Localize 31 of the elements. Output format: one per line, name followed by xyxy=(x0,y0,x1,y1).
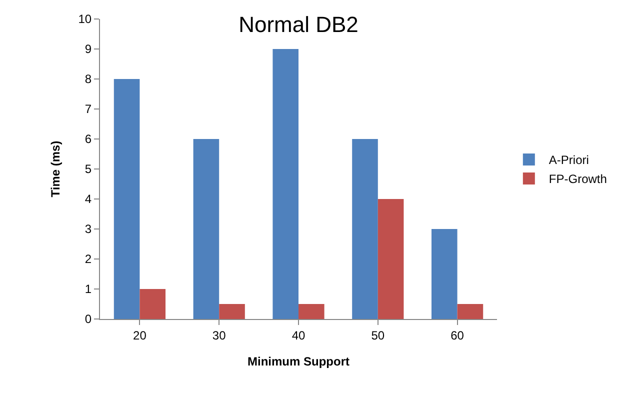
y-tick-label: 10 xyxy=(78,12,92,26)
bar xyxy=(432,229,458,319)
y-tick-label: 8 xyxy=(84,72,92,86)
y-tick-label: 9 xyxy=(84,42,92,56)
bar xyxy=(114,79,140,319)
bar xyxy=(272,49,298,319)
bar xyxy=(140,289,166,319)
x-axis-title: Minimum Support xyxy=(248,354,350,368)
y-tick-label: 6 xyxy=(84,132,92,146)
x-tick-label: 30 xyxy=(212,328,226,342)
legend-label: FP-Growth xyxy=(548,172,607,186)
bar xyxy=(378,199,404,319)
y-axis-title: Time (ms) xyxy=(48,140,63,198)
x-tick-label: 40 xyxy=(292,328,306,342)
bar xyxy=(193,139,220,319)
y-tick-label: 5 xyxy=(84,162,92,176)
x-tick-label: 60 xyxy=(450,328,464,342)
chart-title: Normal DB2 xyxy=(238,12,358,37)
bar xyxy=(219,304,245,319)
y-tick-label: 1 xyxy=(84,282,92,296)
y-tick-label: 2 xyxy=(84,252,92,266)
bar xyxy=(352,139,378,319)
legend-label: A-Priori xyxy=(548,153,589,168)
y-tick-label: 7 xyxy=(84,102,92,116)
y-tick-label: 4 xyxy=(84,192,92,206)
y-tick-label: 3 xyxy=(84,222,92,236)
x-tick-label: 20 xyxy=(133,328,147,342)
x-tick-label: 50 xyxy=(371,328,385,342)
bar xyxy=(298,304,324,319)
bar xyxy=(457,304,484,319)
y-tick-label: 0 xyxy=(84,312,92,326)
